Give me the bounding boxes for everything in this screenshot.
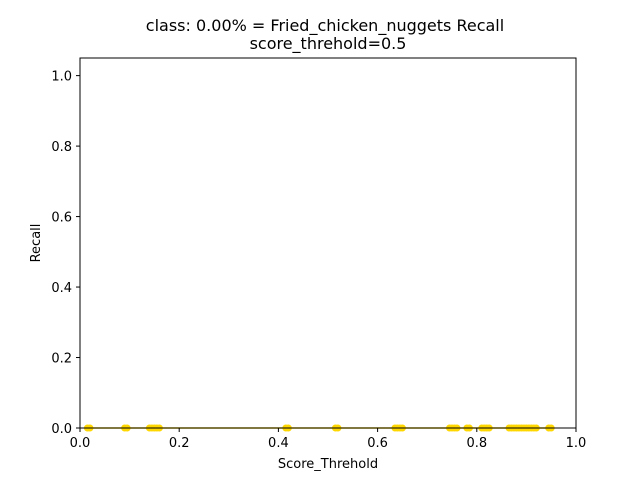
y-tick-label: 0.2 [51, 352, 72, 367]
x-axis-label: Score_Threhold [278, 457, 378, 472]
y-axis-ticks: 0.0 0.2 0.4 0.6 0.8 1.0 [51, 70, 80, 437]
y-tick-label: 0.8 [51, 140, 72, 155]
x-tick-label: 0.6 [367, 436, 388, 451]
y-tick-label: 0.6 [51, 211, 72, 226]
y-tick-label: 1.0 [51, 70, 72, 85]
x-tick-label: 0.4 [268, 436, 289, 451]
x-tick-label: 1.0 [566, 436, 587, 451]
y-tick-label: 0.0 [51, 422, 72, 437]
plot-frame [79, 57, 577, 429]
chart-title-line1: class: 0.00% = Fried_chicken_nuggets Rec… [146, 16, 504, 36]
x-tick-label: 0.0 [70, 436, 91, 451]
y-tick-label: 0.4 [51, 281, 72, 296]
x-tick-label: 0.8 [466, 436, 487, 451]
chart-title-line2: score_threhold=0.5 [250, 34, 407, 54]
y-axis-label: Recall [29, 224, 44, 263]
x-tick-label: 0.2 [169, 436, 190, 451]
x-axis-ticks: 0.0 0.2 0.4 0.6 0.8 1.0 [70, 428, 587, 451]
